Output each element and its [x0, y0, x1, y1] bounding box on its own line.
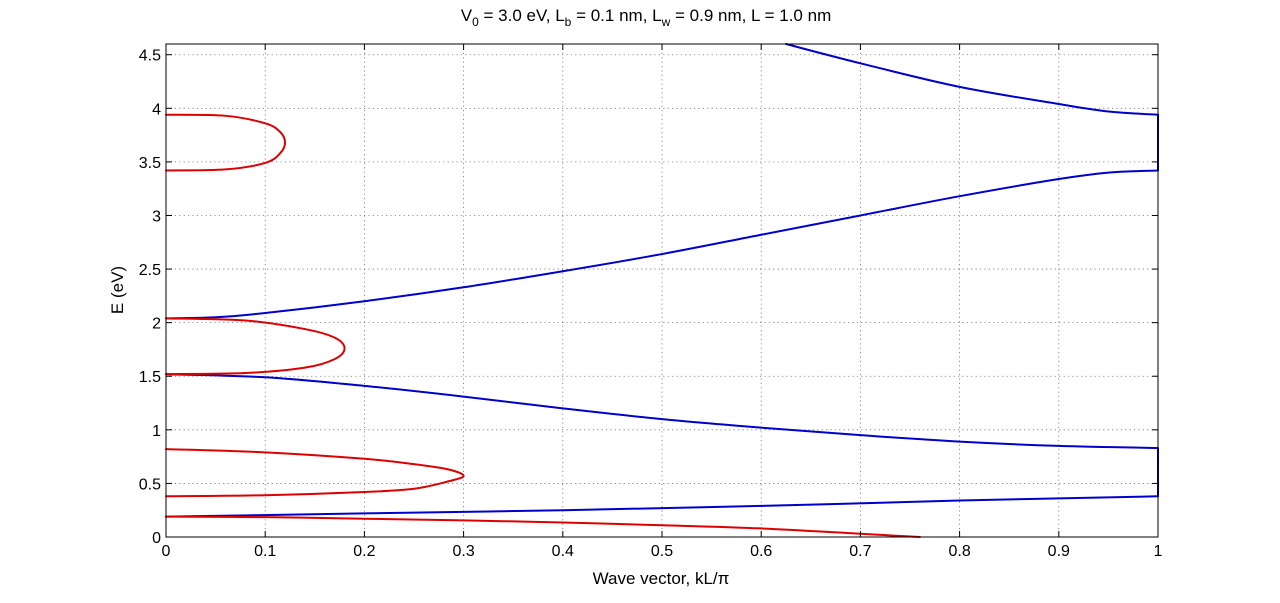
x-tick-label: 0.5: [651, 543, 673, 560]
y-tick-label: 0: [152, 530, 161, 547]
y-tick-label: 1.5: [139, 369, 161, 386]
x-tick-label: 1: [1154, 543, 1163, 560]
red-band-curve: [165, 515, 921, 538]
x-tick-label: 0.2: [353, 543, 375, 560]
x-axis-label: Wave vector, kL/π: [593, 569, 730, 588]
y-tick-label: 4: [152, 101, 161, 118]
x-tick-label: 0.3: [452, 543, 474, 560]
red-band-curve: [165, 448, 465, 498]
x-tick-label: 0.8: [948, 543, 970, 560]
x-tick-label: 0.7: [849, 543, 871, 560]
x-tick-label: 0.6: [750, 543, 772, 560]
axis-ticks: 0 0.1 0.2 0.3 0.4 0.5 0.6 0.7 0.8 0.9 1 0 0.5 1 1.5 2 2.…: [139, 44, 1163, 560]
x-tick-label: 0.4: [552, 543, 574, 560]
red-band-curve: [165, 317, 346, 376]
x-tick-label: 0.1: [254, 543, 276, 560]
y-tick-label: 1: [152, 423, 161, 440]
y-axis-label: E (eV): [108, 266, 127, 314]
chart-title: V0 = 3.0 eV, Lb = 0.1 nm, Lw = 0.9 nm, L…: [461, 6, 831, 29]
red-band-curve: [165, 113, 287, 172]
blue-band-curve: [165, 169, 1159, 320]
grid: [166, 44, 1158, 537]
y-tick-label: 0.5: [139, 476, 161, 493]
y-tick-label: 2: [152, 316, 161, 333]
y-tick-label: 2.5: [139, 262, 161, 279]
y-tick-label: 3: [152, 208, 161, 225]
x-tick-label: 0.9: [1048, 543, 1070, 560]
y-tick-label: 3.5: [139, 155, 161, 172]
y-tick-label: 4.5: [139, 48, 161, 65]
blue-band-curve: [165, 373, 1159, 450]
x-tick-label: 0: [162, 543, 171, 560]
blue-band-curve: [165, 495, 1159, 518]
blue-band-curve: [785, 43, 1159, 116]
